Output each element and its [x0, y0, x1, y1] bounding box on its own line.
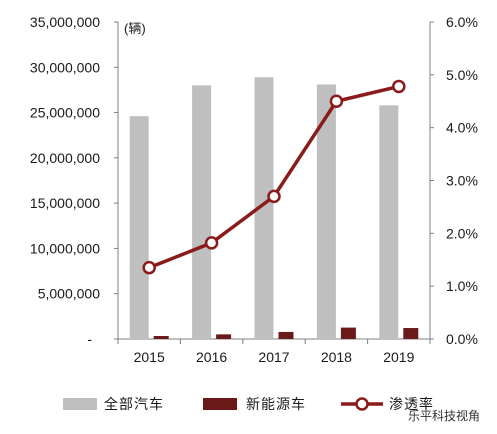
right-axis-ticks: 0.0% 1.0% 2.0% 3.0% 4.0% 5.0% 6.0% [430, 14, 478, 347]
legend-swatch-total [63, 398, 97, 410]
point-penetration-2015 [142, 260, 156, 275]
bar-ev-2017 [278, 331, 294, 339]
line-penetration [148, 84, 400, 270]
left-tick-label: 20,000,000 [30, 150, 100, 166]
bar-total-2016 [192, 85, 212, 340]
point-penetration-2019 [392, 79, 406, 94]
x-tick-label-2017: 2017 [258, 349, 289, 365]
bar-ev-2016 [216, 334, 232, 339]
bar-ev-2018 [340, 327, 356, 339]
point-penetration-2017 [267, 189, 281, 204]
right-tick-label: 6.0% [446, 14, 478, 30]
bar-total-2019 [379, 105, 399, 339]
bar-ev-2019 [403, 328, 419, 339]
plot-area [117, 22, 431, 340]
legend-swatch-rate-marker [355, 397, 369, 411]
left-tick-label: 35,000,000 [30, 14, 100, 30]
left-tick-label: 30,000,000 [30, 59, 100, 75]
legend: 全部汽车 新能源车 渗透率 [63, 396, 434, 412]
right-tick-label: 2.0% [446, 225, 478, 241]
x-tick-label-2016: 2016 [196, 349, 227, 365]
left-axis-ticks: - 5,000,000 10,000,000 15,000,000 20,000,000… [30, 14, 118, 347]
left-tick-label: 5,000,000 [38, 286, 100, 302]
left-tick-label: 10,000,000 [30, 240, 100, 256]
point-penetration-2016 [204, 236, 219, 250]
right-tick-label: 5.0% [446, 67, 478, 83]
legend-swatch-ev [203, 398, 237, 410]
bar-total-2017 [254, 77, 274, 340]
right-tick-label: 4.0% [446, 120, 478, 136]
bar-total-2018 [316, 84, 336, 339]
right-tick-label: 1.0% [446, 278, 478, 294]
right-tick-label: 3.0% [446, 173, 478, 189]
x-axis-ticks: 2015 2016 2017 2018 2019 [117, 339, 431, 365]
x-tick-label-2019: 2019 [383, 349, 414, 365]
watermark-text: 乐平科技视角 [408, 408, 480, 423]
unit-label: (辆) [124, 21, 146, 36]
x-tick-label-2015: 2015 [134, 349, 165, 365]
left-tick-label: - [87, 331, 92, 347]
legend-label-rate: 渗透率 [389, 396, 434, 412]
left-tick-label: 25,000,000 [30, 105, 100, 121]
bar-ev-2015 [153, 336, 169, 339]
left-tick-label: 15,000,000 [30, 195, 100, 211]
legend-label-ev: 新能源车 [246, 396, 306, 412]
bar-total-2015 [129, 116, 149, 340]
x-tick-label-2018: 2018 [321, 349, 352, 365]
right-tick-label: 0.0% [446, 331, 478, 347]
point-penetration-2018 [329, 94, 344, 108]
legend-label-total: 全部汽车 [104, 396, 164, 412]
